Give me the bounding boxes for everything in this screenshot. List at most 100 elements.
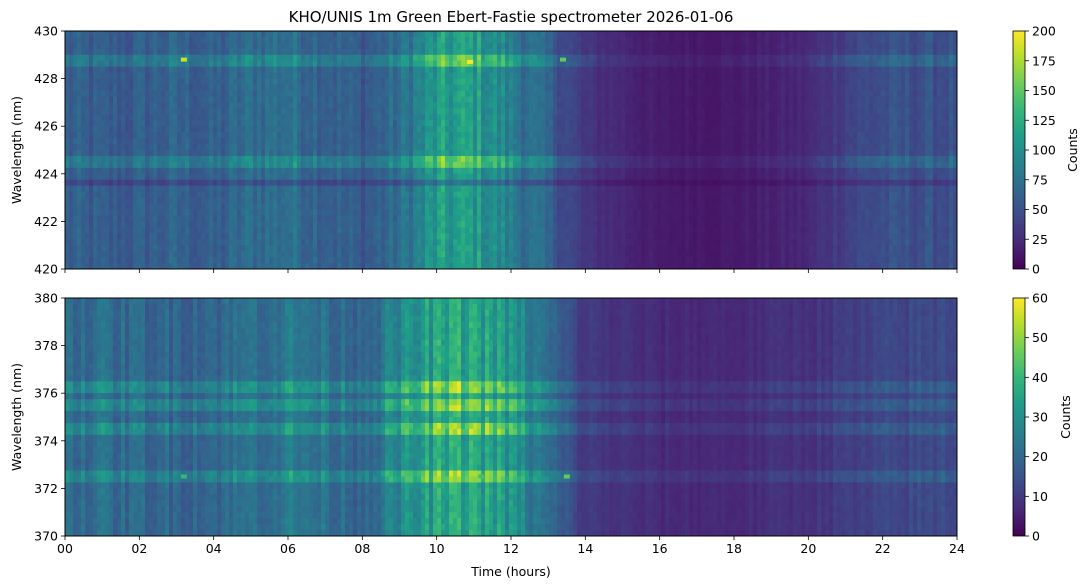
heatmap-cell — [897, 150, 902, 157]
heatmap-cell — [473, 78, 478, 86]
heatmap-cell — [501, 31, 506, 38]
heatmap-cell — [601, 120, 606, 127]
heatmap-cell — [857, 66, 862, 74]
heatmap-cell — [537, 108, 542, 115]
heatmap-cell — [393, 108, 398, 115]
heatmap-cell — [169, 138, 174, 145]
heatmap-cell — [509, 66, 514, 74]
heatmap-cell — [773, 108, 778, 115]
heatmap-cell — [845, 114, 850, 121]
heatmap-cell — [361, 31, 366, 38]
heatmap-cell — [561, 114, 566, 121]
heatmap-cell — [117, 102, 122, 109]
heatmap-cell — [585, 42, 590, 50]
heatmap-cell — [529, 114, 534, 121]
heatmap-cell — [277, 155, 282, 163]
heatmap-cell — [673, 36, 678, 44]
heatmap-cell — [669, 150, 674, 157]
heatmap-cell — [293, 36, 298, 44]
heatmap-cell — [473, 66, 478, 74]
heatmap-cell — [185, 54, 190, 62]
heatmap-cell — [805, 48, 810, 56]
heatmap-cell — [273, 108, 278, 115]
heatmap-cell — [561, 96, 566, 103]
heatmap-cell — [113, 54, 118, 62]
heatmap-cell — [221, 102, 226, 109]
heatmap-cell — [829, 120, 834, 127]
heatmap-cell — [941, 60, 946, 68]
heatmap-cell — [817, 54, 822, 62]
heatmap-cell — [765, 114, 770, 121]
heatmap-cell — [645, 54, 650, 62]
heatmap-cell — [613, 36, 618, 44]
heatmap-cell — [753, 72, 758, 80]
heatmap-cell — [881, 60, 886, 68]
heatmap-cell — [345, 36, 350, 44]
heatmap-cell — [713, 31, 718, 38]
heatmap-cell — [589, 108, 594, 115]
heatmap-cell — [933, 36, 938, 44]
heatmap-cell — [945, 78, 950, 86]
heatmap-cell — [385, 48, 390, 56]
heatmap-cell — [549, 132, 554, 139]
heatmap-cell — [253, 72, 258, 80]
heatmap-cell — [173, 138, 178, 145]
heatmap-cell — [761, 42, 766, 50]
heatmap-cell — [221, 96, 226, 103]
heatmap-cell — [205, 72, 210, 80]
heatmap-cell — [513, 138, 518, 145]
heatmap-cell — [281, 42, 286, 50]
heatmap-cell — [565, 90, 570, 98]
heatmap-cell — [669, 132, 674, 139]
heatmap-cell — [893, 36, 898, 44]
heatmap-cell — [253, 132, 258, 139]
heatmap-cell — [509, 108, 514, 115]
heatmap-cell — [917, 126, 922, 133]
heatmap-cell — [141, 90, 146, 98]
heatmap-cell — [769, 150, 774, 157]
heatmap-cell — [341, 42, 346, 50]
heatmap-cell — [97, 150, 102, 157]
heatmap-cell — [317, 138, 322, 145]
heatmap-cell — [889, 120, 894, 127]
heatmap-cell — [649, 114, 654, 121]
heatmap-cell — [233, 120, 238, 127]
heatmap-cell — [813, 31, 818, 38]
heatmap-cell — [477, 42, 482, 50]
heatmap-cell — [413, 72, 418, 80]
heatmap-cell — [773, 31, 778, 38]
heatmap-cell — [849, 155, 854, 163]
heatmap-cell — [213, 114, 218, 121]
heatmap-cell — [853, 155, 858, 163]
heatmap-cell — [585, 72, 590, 80]
heatmap-cell — [541, 126, 546, 133]
heatmap-cell — [493, 66, 498, 74]
heatmap-cell — [193, 66, 198, 74]
heatmap-cell — [837, 36, 842, 44]
heatmap-cell — [269, 48, 274, 56]
heatmap-cell — [829, 90, 834, 98]
heatmap-cell — [353, 36, 358, 44]
heatmap-cell — [121, 42, 126, 50]
heatmap-cell — [633, 144, 638, 151]
heatmap-cell — [453, 132, 458, 139]
heatmap-cell — [885, 144, 890, 151]
heatmap-cell — [129, 31, 134, 38]
heatmap-cell — [449, 31, 454, 38]
heatmap-cell — [581, 54, 586, 62]
heatmap-cell — [613, 72, 618, 80]
heatmap-cell — [537, 66, 542, 74]
heatmap-cell — [201, 60, 206, 68]
heatmap-cell — [313, 54, 318, 62]
heatmap-cell — [305, 66, 310, 74]
heatmap-cell — [633, 114, 638, 121]
heatmap-cell — [625, 155, 630, 163]
heatmap-cell — [277, 96, 282, 103]
heatmap-cell — [197, 108, 202, 115]
heatmap-cell — [261, 31, 266, 38]
heatmap-cell — [125, 66, 130, 74]
heatmap-cell — [357, 126, 362, 133]
heatmap-cell — [725, 78, 730, 86]
heatmap-cell — [777, 96, 782, 103]
heatmap-cell — [409, 31, 414, 38]
